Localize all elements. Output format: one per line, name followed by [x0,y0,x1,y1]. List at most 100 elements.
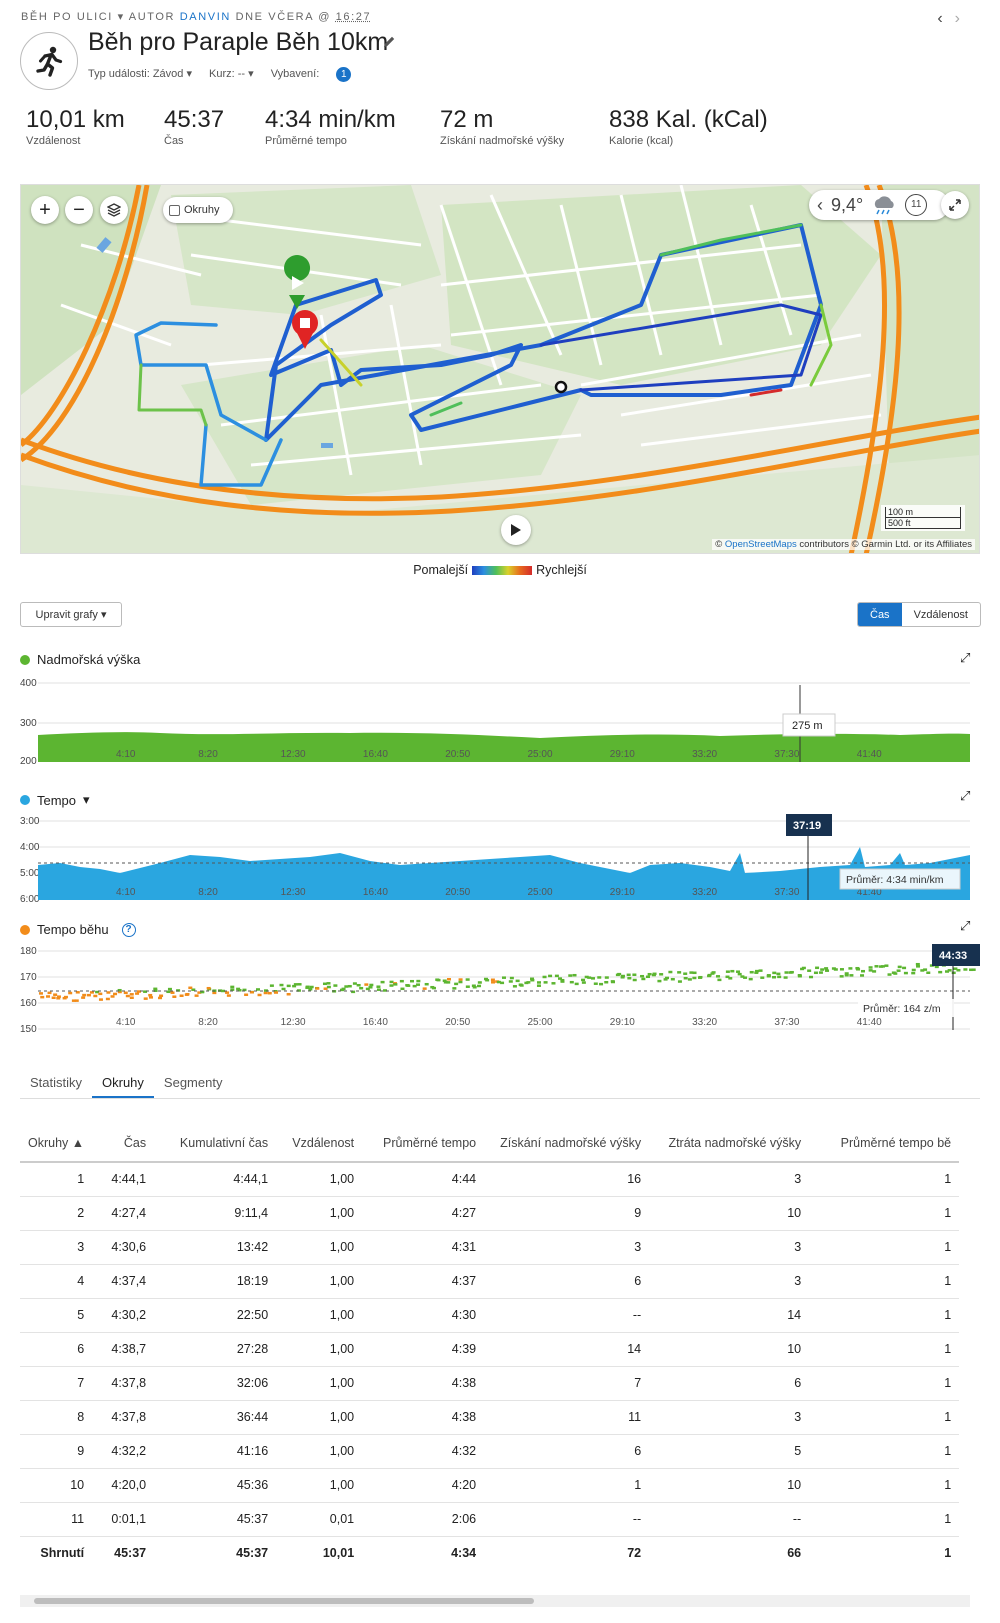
weather-widget[interactable]: ‹ 9,4° 11 [809,190,949,220]
cadence-point [458,980,463,984]
openstreetmap-link[interactable]: OpenStreetMaps [724,539,797,550]
table-row[interactable]: 7 4:37,8 32:06 1,00 4:38 7 6 1 [20,1366,960,1401]
cadence-point [267,991,272,995]
x-tick-label: 33:20 [692,887,717,898]
column-header[interactable]: Průměrné tempo bě [809,1124,960,1163]
laps-checkbox[interactable] [169,204,180,216]
cadence-point [923,968,928,971]
table-row[interactable]: 1 4:44,1 4:44,1 1,00 4:44 16 3 1 [20,1162,960,1197]
previous-activity-icon[interactable]: ‹ [937,10,955,27]
cadence-point [716,975,721,978]
table-row[interactable]: 6 4:38,7 27:28 1,00 4:39 14 10 1 [20,1332,960,1367]
column-header[interactable]: Kumulativní čas [154,1124,277,1163]
cadence-point [212,991,217,995]
cadence-point [56,996,61,1000]
table-row[interactable]: 8 4:37,8 36:44 1,00 4:38 11 3 1 [20,1400,960,1435]
table-cell: 3 [649,1162,810,1197]
table-cell: 5 [649,1434,810,1469]
summary-cell: 66 [787,1546,802,1561]
cadence-chart[interactable]: 180 170 160 150 4:10 8:20 12:30 16:40 20:50 2… [20,943,980,1033]
x-tick-label: 37:30 [774,749,799,760]
toggle-distance[interactable]: Vzdálenost [913,608,968,621]
expand-cadence-icon[interactable]: ⤢ [960,918,971,933]
activity-time: 16:27 [335,11,372,23]
column-header[interactable]: Čas [92,1124,155,1163]
column-header[interactable]: Vzdálenost [276,1124,363,1163]
summary-cell: 4:34 [451,1546,477,1561]
chevron-down-icon[interactable]: ▾ [117,11,129,23]
map-attribution: © OpenStreetMaps contributors © Garmin L… [712,539,975,550]
table-cell: -- [484,1502,650,1537]
cadence-point [406,984,411,987]
cadence-point [956,968,961,972]
layers-button[interactable] [100,196,128,224]
table-cell: 4:32 [362,1434,485,1469]
cadence-point [74,999,79,1002]
cadence-point [237,989,242,992]
author-link[interactable]: DANVIN [179,11,231,23]
elevation-chart[interactable]: 400 300 200 4:10 8:20 12:30 16:40 20:50 25:00… [20,675,980,765]
pace-chart[interactable]: 3:00 4:00 5:00 6:00 4:10 8:20 12:30 16:40 20… [20,813,980,903]
table-row[interactable]: 4 4:37,4 18:19 1,00 4:37 6 3 1 [20,1264,960,1299]
cadence-point [412,984,417,988]
table-row[interactable]: 5 4:30,2 22:50 1,00 4:30 -- 14 1 [20,1298,960,1333]
cadence-point [281,987,286,991]
next-activity-icon[interactable]: › [954,10,972,27]
table-row[interactable]: 10 4:20,0 45:36 1,00 4:20 1 10 1 [20,1468,960,1503]
zoom-in-button[interactable]: + [31,196,59,224]
map-canvas[interactable] [21,185,980,554]
toggle-time[interactable]: Čas [858,603,902,626]
cadence-point [383,989,388,992]
activity-category[interactable]: BĚH PO ULICI [21,11,113,23]
column-header[interactable]: Ztráta nadmořské výšky [649,1124,810,1163]
tab-segments[interactable]: Segmenty [163,1075,223,1090]
route-map[interactable]: + − Okruhy ‹ 9,4° 11 100 m 500 ft © OpenS… [20,184,980,554]
temperature: 9,4° [831,194,864,215]
column-header[interactable]: Získání nadmořské výšky [484,1124,650,1163]
summary-cell: 45:37 [114,1546,147,1561]
cadence-point [789,970,794,974]
table-cell: 1 [809,1196,960,1231]
cadence-point [110,995,115,998]
laps-toggle[interactable]: Okruhy [163,197,233,223]
cadence-point [273,989,278,993]
edit-pencil-icon[interactable] [383,35,396,53]
gear-count-badge[interactable]: 1 [336,67,352,82]
horizontal-scrollbar[interactable] [20,1595,970,1607]
edit-charts-button[interactable]: Upravit grafy ▾ [20,602,122,627]
cadence-point [491,981,496,984]
gear-label[interactable]: Vybavení: 1 [271,67,366,82]
cadence-point [929,964,934,967]
table-cell: 1 [809,1366,960,1401]
cadence-point [599,982,604,986]
stat-distance: 10,01 km Vzdálenost [26,106,125,147]
event-type-select[interactable]: Typ události: Závod ▾ [88,68,192,80]
pace-cursor-label: 37:19 [793,820,821,832]
x-tick-label: 37:30 [774,887,799,898]
fullscreen-button[interactable] [941,191,969,219]
pace-chart-title[interactable]: Tempo ▾ [20,792,90,808]
tab-laps[interactable]: Okruhy [92,1069,154,1098]
tab-statistics[interactable]: Statistiky [30,1075,83,1090]
chevron-left-icon[interactable]: ‹ [817,194,823,215]
course-select[interactable]: Kurz: -- ▾ [209,68,254,80]
cadence-point [376,985,381,988]
cadence-point [465,978,470,981]
cadence-point [153,989,158,992]
cadence-point [389,984,394,987]
column-header[interactable]: Okruhy ▲ [20,1124,93,1163]
help-icon[interactable]: ? [121,922,136,937]
x-axis-toggle[interactable]: Čas Vzdálenost [857,602,981,627]
zoom-out-button[interactable]: − [65,196,93,224]
table-cell: 1 [20,1162,93,1197]
table-row[interactable]: 2 4:27,4 9:11,4 1,00 4:27 9 10 1 [20,1196,960,1231]
expand-elevation-icon[interactable]: ⤢ [960,650,971,665]
table-row[interactable]: 11 0:01,1 45:37 0,01 2:06 -- -- 1 [20,1502,960,1537]
cadence-point [352,982,357,985]
table-row[interactable]: 9 4:32,2 41:16 1,00 4:32 6 5 1 [20,1434,960,1469]
expand-pace-icon[interactable]: ⤢ [960,788,971,803]
play-route-button[interactable] [501,515,531,545]
table-row[interactable]: 3 4:30,6 13:42 1,00 4:31 3 3 1 [20,1230,960,1265]
x-tick-label: 12:30 [281,749,306,760]
column-header[interactable]: Průměrné tempo [362,1124,485,1163]
